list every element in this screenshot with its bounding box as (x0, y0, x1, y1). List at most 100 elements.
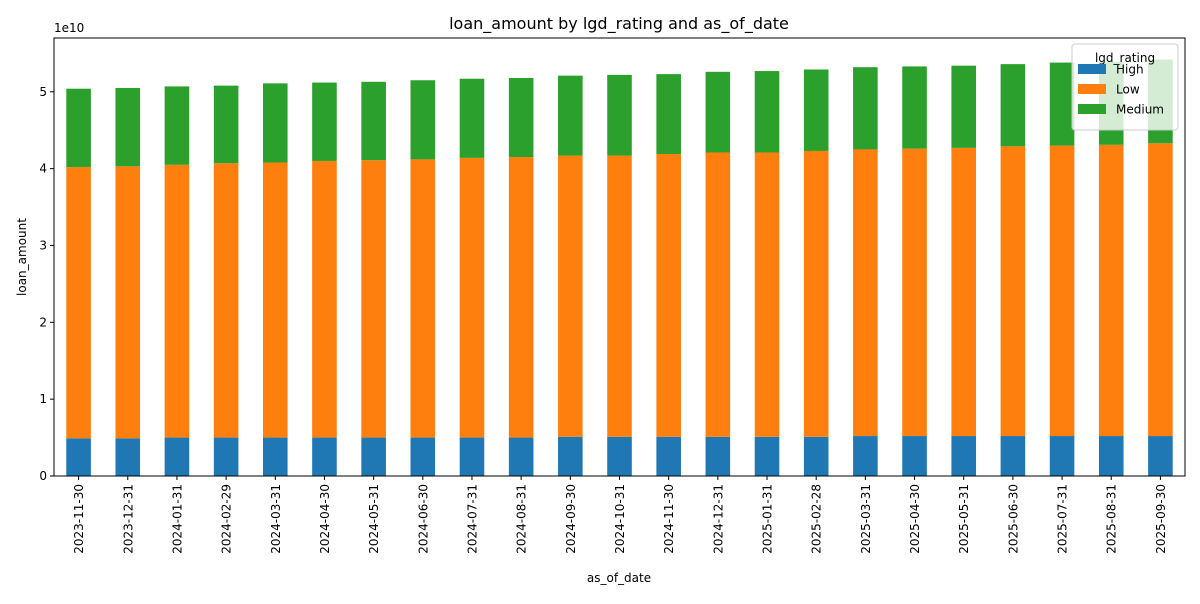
x-tick-label: 2025-03-31 (859, 484, 873, 554)
bar-segment (164, 437, 190, 476)
bar-segment (558, 436, 583, 476)
bar-segment (164, 86, 190, 165)
bar-segment (754, 71, 780, 153)
x-tick-label: 2024-01-31 (170, 484, 184, 554)
legend-swatch (1078, 104, 1106, 114)
bar-segment (656, 74, 681, 155)
bar-segment (705, 436, 731, 476)
x-tick-label: 2024-03-31 (269, 484, 283, 554)
x-tick-label: 2024-06-30 (416, 484, 430, 554)
bar-segment (902, 148, 927, 437)
x-axis: 2023-11-30 2023-12-31 2024-01-31 2024-02-29… (72, 476, 1168, 554)
y-tick-label: 1 (39, 392, 47, 406)
x-tick-label: 2024-05-31 (367, 484, 381, 554)
bar-segment (459, 437, 485, 476)
x-tick-label: 2024-09-30 (564, 484, 578, 554)
bar-segment (705, 152, 731, 437)
y-axis: 0 1 2 3 4 5 (39, 85, 54, 483)
bar-segment (1000, 436, 1026, 476)
bar-segment (262, 83, 288, 163)
x-tick-label: 2024-12-31 (711, 484, 725, 554)
y-axis-label: loan_amount (15, 218, 29, 296)
bar-segment (951, 147, 977, 437)
bar-segment (459, 78, 485, 158)
x-tick-label: 2024-07-31 (465, 484, 479, 554)
y-tick-label: 5 (39, 85, 47, 99)
x-tick-label: 2025-06-30 (1006, 484, 1020, 554)
bar-segment (607, 74, 632, 156)
bar-segment (213, 437, 239, 476)
bars-layer (66, 59, 1173, 476)
bar-segment (705, 71, 731, 153)
bar-segment (508, 157, 534, 438)
bar-segment (361, 160, 386, 438)
bar-segment (951, 65, 977, 148)
x-tick-label: 2023-12-31 (121, 484, 135, 554)
x-tick-label: 2024-04-30 (318, 484, 332, 554)
bar-segment (410, 437, 436, 476)
x-tick-label: 2024-11-30 (662, 484, 676, 554)
bar-segment (1049, 145, 1075, 437)
x-tick-label: 2025-08-31 (1105, 484, 1119, 554)
legend-title: lgd_rating (1095, 51, 1155, 65)
bar-segment (1148, 436, 1173, 476)
bar-segment (853, 149, 878, 437)
bar-segment (262, 162, 288, 438)
bar-segment (361, 437, 386, 476)
x-tick-label: 2024-02-29 (220, 484, 234, 554)
bar-segment (508, 77, 534, 158)
x-tick-label: 2023-11-30 (72, 484, 86, 554)
bar-segment (213, 85, 239, 164)
bar-segment (1000, 146, 1026, 437)
legend-swatch (1078, 84, 1106, 94)
bar-segment (853, 67, 878, 150)
bar-segment (1098, 144, 1124, 437)
legend-label: Low (1116, 83, 1140, 97)
x-tick-label: 2025-09-30 (1154, 484, 1168, 554)
bar-segment (312, 437, 337, 476)
bar-segment (115, 166, 141, 439)
legend-swatch (1078, 64, 1106, 74)
bar-segment (754, 436, 780, 476)
x-tick-label: 2024-08-31 (515, 484, 529, 554)
legend-label: Medium (1116, 103, 1164, 117)
bar-segment (607, 155, 632, 437)
bar-segment (558, 155, 583, 437)
y-tick-label: 0 (39, 469, 47, 483)
bar-segment (66, 438, 91, 476)
bar-segment (803, 436, 829, 476)
bar-segment (951, 436, 977, 476)
y-tick-label: 2 (39, 315, 47, 329)
bar-segment (115, 87, 141, 167)
bar-segment (410, 159, 436, 438)
y-tick-label: 3 (39, 238, 47, 252)
bar-segment (902, 66, 927, 149)
bar-segment (607, 436, 632, 476)
bar-segment (656, 154, 681, 437)
y-axis-offset-label: 1e10 (54, 21, 84, 35)
bar-segment (1098, 436, 1124, 476)
bar-segment (1049, 436, 1075, 476)
bar-segment (213, 163, 239, 438)
bar-segment (508, 437, 534, 476)
bar-segment (902, 436, 927, 476)
bar-segment (1000, 64, 1026, 147)
bar-segment (656, 436, 681, 476)
y-tick-label: 4 (39, 162, 47, 176)
bar-segment (66, 167, 91, 439)
bar-segment (803, 150, 829, 437)
bar-segment (459, 157, 485, 438)
x-tick-label: 2025-07-31 (1056, 484, 1070, 554)
x-tick-label: 2025-04-30 (908, 484, 922, 554)
legend-label: High (1116, 63, 1144, 77)
x-axis-label: as_of_date (587, 571, 651, 585)
legend: lgd_rating High Low Medium (1071, 43, 1179, 131)
bar-segment (262, 437, 288, 476)
bar-segment (312, 82, 337, 161)
bar-segment (115, 438, 141, 476)
bar-segment (558, 75, 583, 156)
bar-segment (803, 69, 829, 151)
chart-title: loan_amount by lgd_rating and as_of_date (449, 14, 789, 34)
